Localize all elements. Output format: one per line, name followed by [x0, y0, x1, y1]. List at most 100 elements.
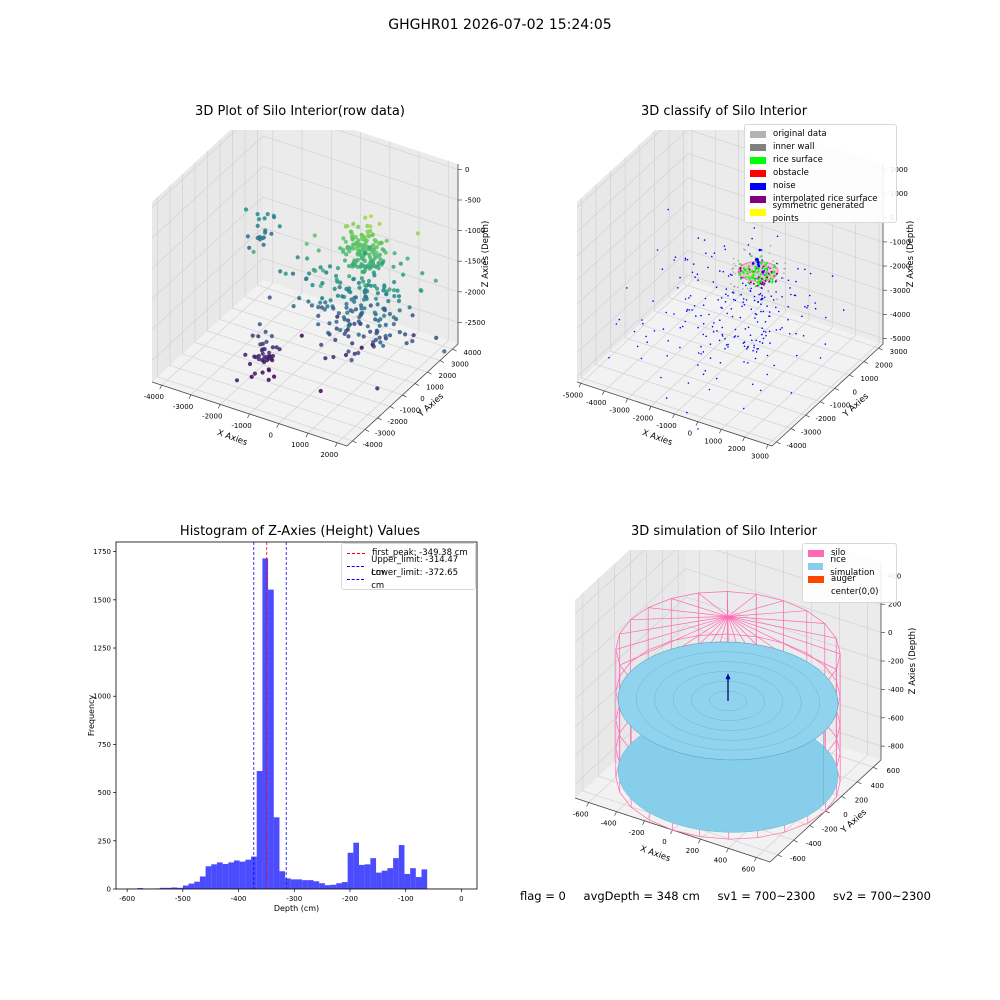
rice-surface-point	[764, 280, 767, 282]
data-point	[370, 233, 375, 238]
data-point	[318, 265, 323, 270]
noise-point	[797, 268, 799, 270]
data-point	[341, 236, 346, 241]
data-point	[349, 358, 354, 363]
noise-point	[665, 311, 667, 314]
panel1-3d-plot: -4000-3000-2000-1000010002000-4000-3000-…	[144, 130, 491, 459]
data-point	[243, 207, 249, 212]
data-point	[350, 341, 355, 346]
y-tick-label: -4000	[362, 441, 382, 449]
rice-surface-point	[765, 278, 768, 281]
data-point	[251, 249, 256, 254]
data-point	[361, 334, 366, 339]
data-point	[260, 370, 265, 375]
rice-surface-point	[747, 265, 750, 268]
grid-line-x	[161, 130, 274, 386]
noise-point	[753, 346, 755, 349]
silo-rib	[727, 616, 841, 782]
noise-point	[704, 297, 707, 300]
noise-point	[674, 256, 677, 258]
noise-point	[768, 315, 770, 317]
noise-point	[750, 287, 752, 290]
data-point	[371, 344, 376, 349]
rice-surface-point	[754, 268, 757, 271]
noise-point	[796, 354, 798, 357]
noise-point	[804, 268, 806, 271]
data-point	[381, 343, 386, 348]
noise-point	[806, 307, 808, 309]
rice-surface-point	[771, 280, 774, 283]
data-point	[350, 237, 355, 242]
rice-surface-point	[761, 260, 764, 263]
data-point	[391, 315, 396, 320]
noise-point	[694, 276, 696, 278]
rice-mesh-ring	[691, 681, 765, 721]
data-point	[262, 359, 267, 365]
data-point	[336, 311, 341, 316]
data-point	[407, 305, 412, 310]
y-tick-label: 3000	[890, 348, 908, 356]
noise-point	[704, 370, 707, 372]
data-point	[265, 358, 270, 363]
noise-point	[705, 252, 707, 255]
x-tick-label: -4000	[586, 399, 606, 407]
y-tick	[841, 796, 846, 799]
x-tick-label: -500	[175, 895, 191, 903]
data-point	[378, 257, 383, 262]
data-point	[343, 239, 348, 244]
data-point	[346, 334, 351, 339]
original-point	[772, 277, 775, 279]
x-axis-label: X Axies	[641, 428, 674, 448]
noise-point	[731, 274, 733, 276]
data-point	[310, 283, 315, 288]
noise-point	[724, 301, 727, 303]
data-point	[375, 329, 380, 335]
grid-line-y	[581, 197, 777, 443]
x-tick	[625, 398, 629, 403]
rice-surface-point	[754, 270, 756, 273]
x-tick-label: 600	[742, 866, 755, 874]
legend-entry: inner wall	[750, 141, 890, 154]
noise-point	[761, 270, 764, 274]
noise-point	[700, 353, 702, 355]
data-point	[363, 215, 368, 220]
noise-point	[754, 317, 756, 319]
grid-line-x	[756, 557, 868, 858]
rice-surface-point	[757, 270, 760, 273]
data-point	[391, 322, 396, 327]
data-point	[305, 256, 310, 261]
noise-point	[819, 357, 822, 359]
original-point	[744, 249, 746, 252]
noise-point	[715, 286, 718, 288]
noise-point	[795, 332, 797, 335]
y-tick-label: 1000	[860, 375, 878, 383]
data-point	[252, 371, 257, 376]
x-tick	[765, 444, 769, 449]
legend-swatch	[750, 170, 766, 177]
noise-point	[746, 348, 748, 350]
noise-point	[711, 255, 713, 258]
rice-surface-point	[747, 276, 750, 279]
y-tick	[825, 810, 830, 814]
data-point	[387, 311, 392, 317]
scatter-points	[234, 207, 447, 394]
noise-point	[761, 294, 763, 297]
plot-frame	[115, 541, 478, 890]
data-point	[337, 285, 342, 290]
x-tick-label: -3000	[173, 403, 193, 411]
noise-point	[746, 346, 749, 349]
data-point	[356, 332, 361, 337]
noise-point	[685, 310, 688, 312]
legend-label: obstacle	[773, 168, 809, 178]
data-point	[351, 277, 356, 282]
histogram-bar	[347, 852, 354, 889]
data-point	[309, 303, 314, 308]
data-point	[361, 257, 366, 262]
noise-point	[709, 343, 712, 345]
y-tick	[427, 371, 432, 375]
histogram-bar	[273, 817, 280, 889]
data-point	[359, 312, 364, 317]
data-point	[373, 317, 378, 322]
data-point	[250, 333, 255, 338]
data-point	[345, 310, 350, 315]
